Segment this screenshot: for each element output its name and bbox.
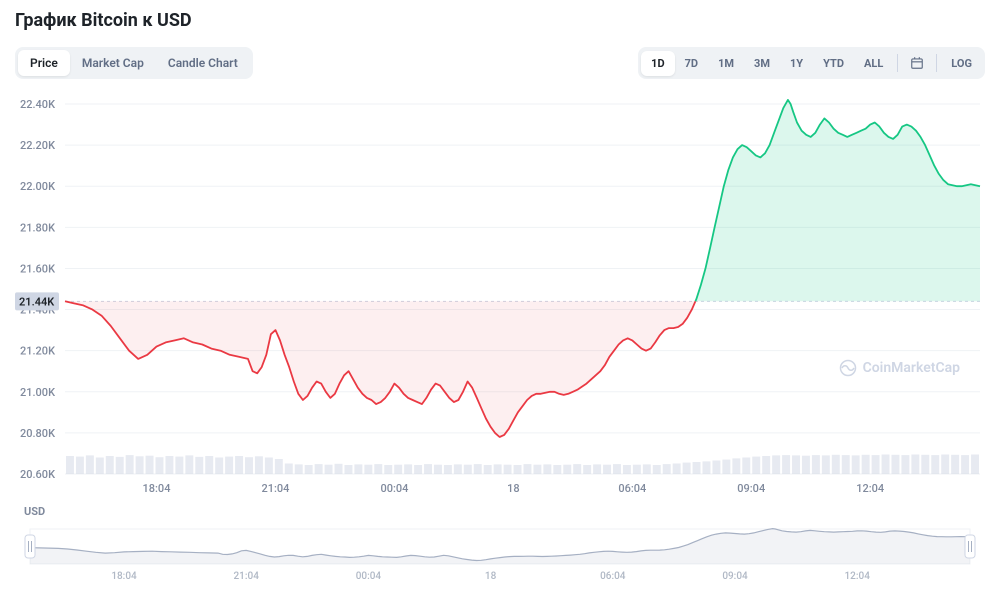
svg-text:22.40K: 22.40K [20,98,55,111]
range-1m[interactable]: 1M [708,51,744,76]
svg-text:21.44K: 21.44K [19,295,55,308]
svg-text:09:04: 09:04 [737,482,765,495]
calendar-icon[interactable] [902,50,932,76]
tab-candle-chart[interactable]: Candle Chart [156,50,250,76]
mini-chart[interactable]: 18:04 21:04 00:04 18 06:04 09:04 12:04 [15,524,985,589]
range-ytd[interactable]: YTD [813,51,854,76]
chart-title: График Bitcoin к USD [15,10,985,31]
range-3m[interactable]: 3M [744,51,780,76]
svg-text:22.00K: 22.00K [20,180,55,193]
svg-text:20.80K: 20.80K [20,427,55,440]
svg-text:00:04: 00:04 [356,571,382,582]
svg-text:00:04: 00:04 [380,482,408,495]
svg-text:22.20K: 22.20K [20,139,55,152]
range-tabs: 1D7D1M3M1YYTDALL LOG [638,47,985,79]
svg-text:06:04: 06:04 [600,571,626,582]
svg-text:21.60K: 21.60K [20,262,55,275]
range-1d[interactable]: 1D [641,51,674,76]
svg-text:18: 18 [507,482,520,495]
currency-label: USD [24,505,45,518]
svg-text:21.80K: 21.80K [20,221,55,234]
svg-text:18:04: 18:04 [111,571,137,582]
tab-price[interactable]: Price [18,50,70,76]
range-7d[interactable]: 7D [675,51,708,76]
tab-market-cap[interactable]: Market Cap [70,50,156,76]
svg-text:18: 18 [485,571,497,582]
range-all[interactable]: ALL [854,51,893,76]
svg-text:09:04: 09:04 [722,571,748,582]
svg-text:21.20K: 21.20K [20,345,55,358]
svg-text:18:04: 18:04 [143,482,171,495]
svg-text:12:04: 12:04 [856,482,884,495]
svg-text:21.00K: 21.00K [20,386,55,399]
svg-text:12:04: 12:04 [845,571,871,582]
price-chart[interactable]: 22.40K22.20K22.00K21.80K21.60K21.40K21.2… [15,94,985,514]
chart-controls: PriceMarket CapCandle Chart 1D7D1M3M1YYT… [15,47,985,79]
toggle-log[interactable]: LOG [941,51,982,76]
svg-text:20.60K: 20.60K [20,468,55,481]
svg-text:06:04: 06:04 [618,482,646,495]
svg-text:21:04: 21:04 [261,482,289,495]
range-1y[interactable]: 1Y [780,51,813,76]
svg-text:21:04: 21:04 [234,571,260,582]
view-tabs: PriceMarket CapCandle Chart [15,47,253,79]
